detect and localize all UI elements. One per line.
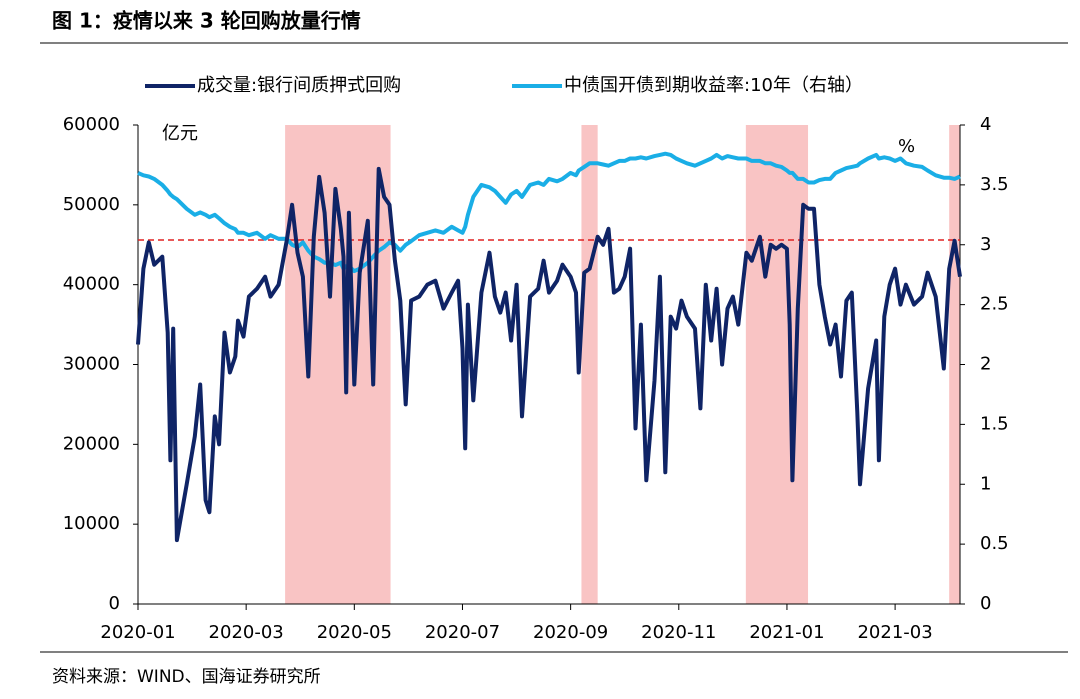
y-tick-label: 50000 xyxy=(63,194,120,215)
shaded-range xyxy=(581,125,598,604)
y2-tick-label: 2 xyxy=(980,354,991,375)
x-tick-label: 2020-03 xyxy=(209,622,284,643)
source: 资料来源：WIND、国海证券研究所 xyxy=(52,667,321,687)
x-tick-label: 2020-07 xyxy=(425,622,500,643)
y-tick-label: 60000 xyxy=(63,114,120,135)
y-tick-label: 40000 xyxy=(63,274,120,295)
x-tick-label: 2020-11 xyxy=(641,622,716,643)
x-tick-label: 2020-05 xyxy=(317,622,392,643)
y-tick-label: 10000 xyxy=(63,513,120,534)
y2-tick-label: 3 xyxy=(980,234,991,255)
series-line xyxy=(137,151,961,274)
y2-tick-label: 0 xyxy=(980,593,991,614)
shaded-range xyxy=(949,125,960,604)
x-tick-label: 2020-01 xyxy=(100,622,175,643)
y-tick-label: 0 xyxy=(109,593,120,614)
y2-tick-label: 1.5 xyxy=(980,413,1009,434)
y2-tick-label: 3.5 xyxy=(980,174,1009,195)
y2-tick-label: 2.5 xyxy=(980,294,1009,315)
legend-label: 成交量:银行间质押式回购 xyxy=(197,75,401,96)
y-tick-label: 30000 xyxy=(63,354,120,375)
y-tick-label: 20000 xyxy=(63,433,120,454)
y2-tick-label: 4 xyxy=(980,114,991,135)
legend-label: 中债国开债到期收益率:10年（右轴） xyxy=(564,75,863,96)
x-tick-label: 2021-03 xyxy=(857,622,932,643)
y-axis-unit: 亿元 xyxy=(162,123,198,144)
y2-tick-label: 0.5 xyxy=(980,533,1009,554)
chart-title: 图 1：疫情以来 3 轮回购放量行情 xyxy=(52,9,361,33)
x-tick-label: 2020-09 xyxy=(533,622,608,643)
y2-axis-unit: % xyxy=(898,136,915,157)
y2-tick-label: 1 xyxy=(980,473,991,494)
x-tick-label: 2021-01 xyxy=(749,622,824,643)
shaded-range xyxy=(745,125,809,604)
series-line xyxy=(136,166,962,543)
